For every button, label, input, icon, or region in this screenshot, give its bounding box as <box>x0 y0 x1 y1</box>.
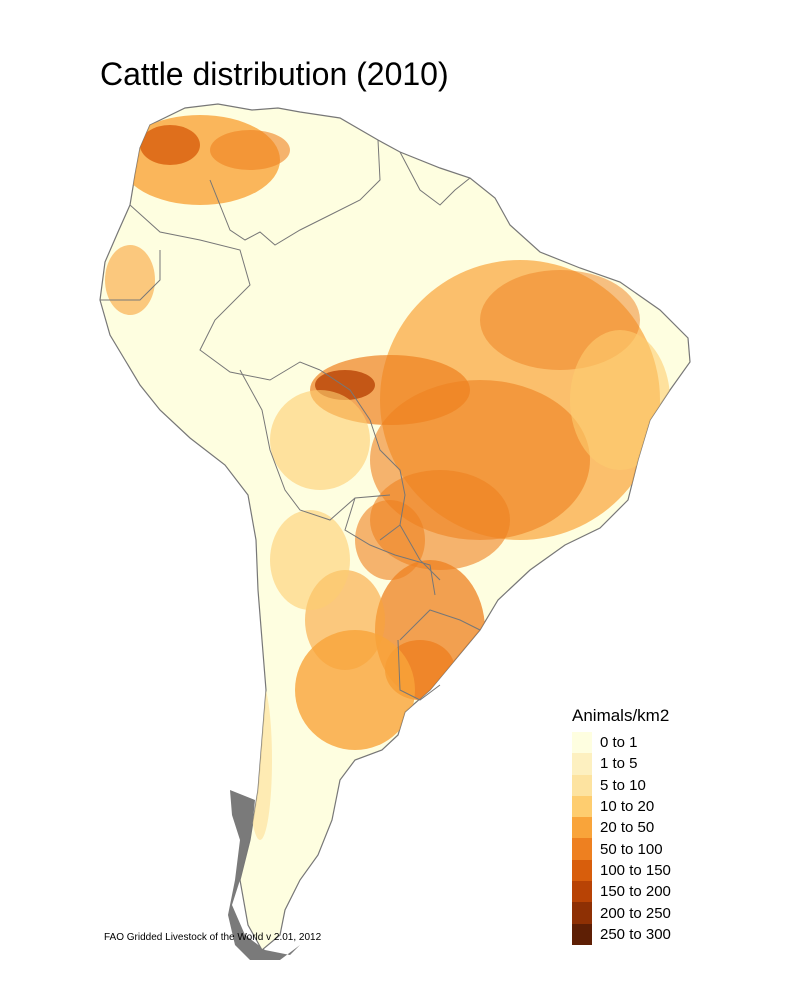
legend-label: 1 to 5 <box>600 755 638 773</box>
map-title: Cattle distribution (2010) <box>100 56 449 92</box>
legend-title: Animals/km2 <box>572 706 670 725</box>
legend-swatch <box>572 774 592 796</box>
legend-swatch <box>572 838 592 860</box>
legend-label: 50 to 100 <box>600 840 663 858</box>
legend-label: 10 to 20 <box>600 798 655 816</box>
source-credit: FAO Gridded Livestock of the World v 2.0… <box>104 932 322 943</box>
legend-item: 20 to 50 <box>572 817 732 839</box>
legend-items: 0 to 1 1 to 5 5 to 10 10 to 20 20 to 50 50 to… <box>572 732 732 945</box>
legend-item: 250 to 300 <box>572 923 732 945</box>
legend-label: 0 to 1 <box>600 734 638 752</box>
legend-label: 200 to 250 <box>600 904 671 922</box>
country-borders <box>100 139 481 701</box>
legend-label: 250 to 300 <box>600 925 671 943</box>
legend-swatch <box>572 732 592 754</box>
legend-swatch <box>572 902 592 924</box>
legend-label: 150 to 200 <box>600 883 671 901</box>
patagonia-islands <box>228 790 300 960</box>
legend-item: 1 to 5 <box>572 753 732 775</box>
legend-swatch <box>572 859 592 882</box>
legend-label: 5 to 10 <box>600 776 646 794</box>
density-shading <box>105 115 670 840</box>
legend-item: 10 to 20 <box>572 795 732 818</box>
legend-item: 200 to 250 <box>572 902 732 924</box>
legend-item: 100 to 150 <box>572 859 732 882</box>
legend-swatch <box>572 753 592 775</box>
legend-item: 5 to 10 <box>572 774 732 796</box>
legend: Animals/km2 0 to 1 1 to 5 5 to 10 10 to 20 2… <box>572 706 732 945</box>
legend-label: 100 to 150 <box>600 861 671 879</box>
legend-swatch <box>572 881 592 903</box>
legend-item: 50 to 100 <box>572 838 732 860</box>
legend-item: 0 to 1 <box>572 732 732 754</box>
legend-swatch <box>572 817 592 839</box>
legend-swatch <box>572 795 592 818</box>
legend-label: 20 to 50 <box>600 819 655 837</box>
legend-swatch <box>572 923 592 945</box>
legend-item: 150 to 200 <box>572 881 732 903</box>
